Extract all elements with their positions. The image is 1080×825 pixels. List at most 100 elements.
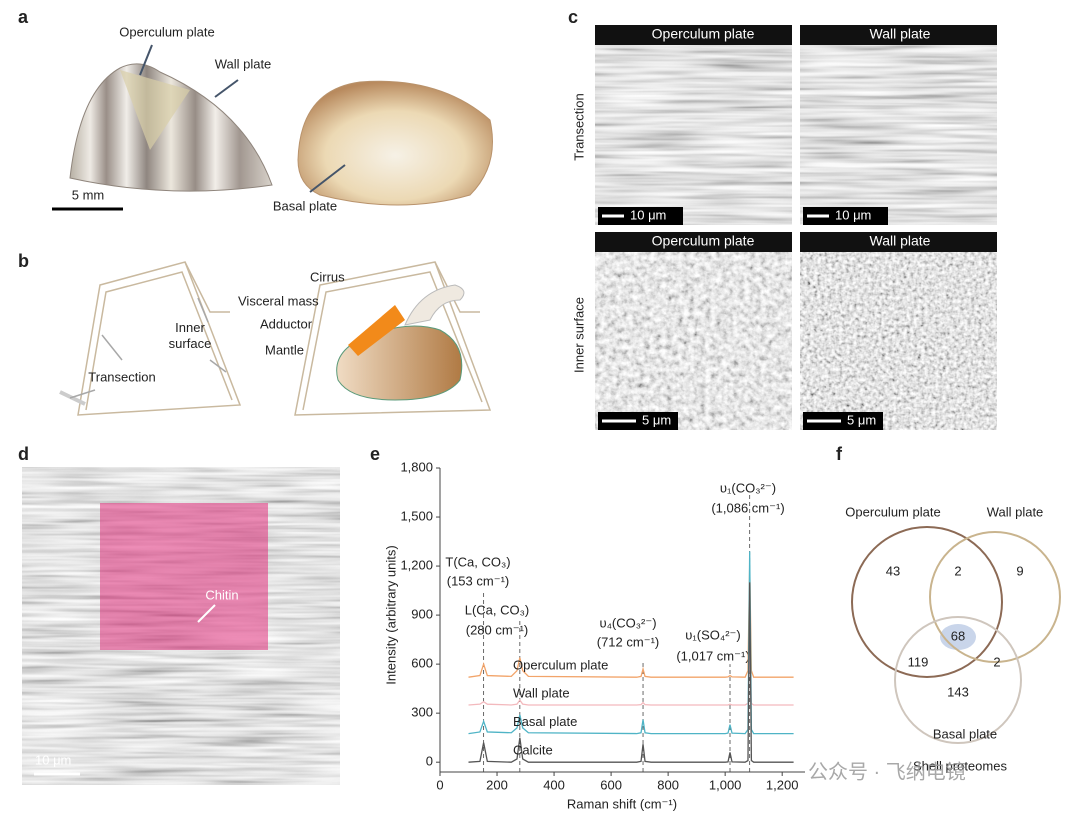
header-bar — [595, 25, 792, 45]
x-tick-label: 600 — [600, 777, 622, 792]
panel-label: f — [836, 444, 843, 464]
image-header: Operculum plate — [652, 26, 755, 42]
label: Adductor — [260, 316, 313, 331]
peak-annotation: (280 cm⁻¹) — [466, 622, 528, 637]
sem-image — [595, 25, 792, 225]
scale-bar-label: 5 mm — [72, 187, 105, 202]
y-tick-label: 600 — [411, 656, 433, 671]
header-bar — [800, 232, 997, 252]
x-tick-label: 1,200 — [766, 777, 799, 792]
x-tick-label: 1,000 — [709, 777, 742, 792]
peak-annotation: T(Ca, CO₃) — [445, 554, 510, 569]
y-tick-label: 900 — [411, 607, 433, 622]
adductor — [348, 305, 405, 356]
label-box: Inner surface — [168, 320, 212, 351]
mantle — [336, 325, 463, 401]
chitin-overlay — [100, 503, 268, 650]
label: Chitin — [205, 587, 238, 602]
region-count: 2 — [954, 563, 961, 578]
sem-image — [595, 232, 792, 430]
series-label: Wall plate — [513, 685, 570, 700]
label: Basal plate — [273, 198, 337, 213]
label: Cirrus — [310, 269, 345, 284]
y-tick-label: 300 — [411, 705, 433, 720]
y-axis-label: Intensity (arbitrary units) — [383, 545, 398, 684]
arrow — [214, 79, 239, 98]
y-tick-label: 1,200 — [400, 558, 433, 573]
arrow — [309, 164, 346, 193]
peak-annotation: υ₁(SO₄²⁻) — [685, 627, 740, 642]
shell-photo — [69, 63, 273, 192]
series-line — [468, 582, 794, 763]
label: Wall plate — [215, 56, 272, 71]
panel-label: c — [568, 7, 578, 27]
x-tick-label: 400 — [543, 777, 565, 792]
y-tick-label: 0 — [426, 754, 433, 769]
set-label: Basal plate — [933, 726, 997, 741]
label: Operculum plate — [119, 24, 214, 39]
label: Inner surface — [168, 320, 212, 351]
region-count: 68 — [951, 628, 965, 643]
peak-annotation: υ₁(CO₃²⁻) — [720, 480, 776, 495]
scale-bar-label: 5 μm — [642, 412, 671, 427]
region-count: 9 — [1016, 563, 1023, 578]
set-label: Wall plate — [987, 504, 1044, 519]
region-count: 43 — [886, 563, 900, 578]
region-count: 143 — [947, 684, 969, 699]
y-tick-label: 1,800 — [400, 459, 433, 474]
y-tick-label: 1,500 — [400, 508, 433, 523]
caption: Shell proteomes — [913, 758, 1007, 773]
image-header: Wall plate — [870, 26, 931, 42]
set-circle — [851, 526, 1003, 678]
scale-bar-label: 10 μm — [630, 207, 666, 222]
watermark: 公众号 · 飞纳电镜 — [808, 760, 966, 783]
sem-image — [800, 232, 997, 430]
peak-annotation: (712 cm⁻¹) — [597, 634, 659, 649]
panel-label: b — [18, 251, 29, 271]
region-count: 2 — [993, 654, 1000, 669]
row-label: Transection — [571, 93, 586, 160]
series-label: Basal plate — [513, 714, 577, 729]
label: Transection — [88, 369, 155, 384]
x-axis-label: Raman shift (cm⁻¹) — [567, 796, 677, 811]
x-tick-label: 200 — [486, 777, 508, 792]
chart: Intensity (arbitrary units) Raman shift … — [383, 459, 805, 811]
scale-bar-label: 10 μm — [835, 207, 871, 222]
arrows — [69, 297, 227, 399]
scale-bars — [598, 207, 888, 430]
panel-label: d — [18, 444, 29, 464]
sem-image — [800, 25, 997, 225]
arrow — [139, 44, 153, 76]
operculum — [120, 70, 190, 150]
panel-label: e — [370, 444, 380, 464]
peak-annotation: (1,017 cm⁻¹) — [676, 648, 749, 663]
x-tick-label: 0 — [436, 777, 443, 792]
label: Mantle — [265, 342, 304, 357]
set-circle — [929, 531, 1061, 663]
header-bar — [595, 232, 792, 252]
peak-annotation: (153 cm⁻¹) — [447, 573, 509, 588]
scale-bar-label: 5 μm — [847, 412, 876, 427]
arrow — [197, 604, 216, 623]
scale-bar-label: 10 μm — [35, 752, 71, 767]
set-circle — [894, 616, 1022, 744]
series-label: Calcite — [513, 743, 553, 758]
header-bar — [800, 25, 997, 45]
row-label: Inner surface — [571, 297, 586, 373]
series-label: Operculum plate — [513, 658, 608, 673]
image-header: Wall plate — [870, 233, 931, 249]
shell-photo — [297, 80, 493, 206]
region-count: 119 — [908, 654, 929, 669]
diagram — [59, 261, 492, 416]
label: Visceral mass — [238, 293, 319, 308]
cirrus — [404, 284, 465, 326]
panel-label: a — [18, 7, 29, 27]
peak-annotation: (1,086 cm⁻¹) — [711, 500, 784, 515]
set-label: Operculum plate — [845, 504, 940, 519]
x-tick-label: 800 — [657, 777, 679, 792]
scale-bars — [602, 214, 841, 423]
image-header: Operculum plate — [652, 233, 755, 249]
venn — [851, 526, 1061, 744]
